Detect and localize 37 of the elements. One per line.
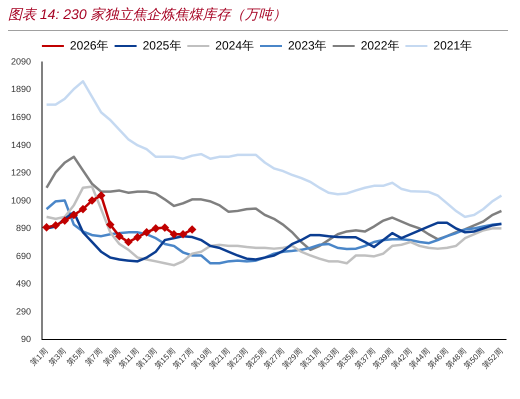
legend-label: 2022年: [360, 38, 400, 52]
x-tick-label: 第7周: [83, 346, 104, 368]
point: [97, 192, 105, 200]
point: [161, 224, 169, 232]
point: [116, 232, 124, 240]
point: [188, 226, 196, 234]
y-tick-label: 1290: [10, 168, 32, 178]
point: [61, 216, 69, 224]
point: [134, 234, 142, 242]
legend-label: 2026年: [70, 38, 109, 52]
point: [142, 228, 150, 236]
point: [70, 211, 78, 219]
y-tick-label: 1890: [10, 84, 32, 94]
y-tick-label: 1090: [10, 195, 32, 206]
y-tick-label: 1690: [10, 112, 32, 122]
y-tick-label: 90: [21, 334, 32, 344]
y-tick-label: 490: [16, 278, 32, 289]
point: [88, 196, 96, 204]
point: [106, 220, 114, 228]
point: [179, 230, 187, 238]
point: [79, 205, 87, 213]
point: [170, 230, 178, 238]
point: [52, 222, 60, 230]
legend-label: 2023年: [288, 38, 327, 52]
legend-label: 2025年: [142, 38, 182, 52]
y-tick-label: 1490: [10, 140, 32, 150]
y-tick-label: 690: [16, 250, 32, 261]
y-tick-label: 2090: [10, 56, 32, 66]
legend-label: 2024年: [215, 38, 254, 52]
point: [42, 224, 50, 232]
x-tick-label: 第5周: [65, 346, 86, 368]
legend-label: 2021年: [433, 38, 472, 52]
y-tick-label: 290: [16, 306, 32, 316]
point: [152, 224, 160, 232]
y-tick-label: 890: [16, 223, 32, 234]
chart-title: 图表 14: 230 家独立焦企炼焦煤库存（万吨）: [8, 6, 286, 24]
point: [124, 238, 132, 246]
